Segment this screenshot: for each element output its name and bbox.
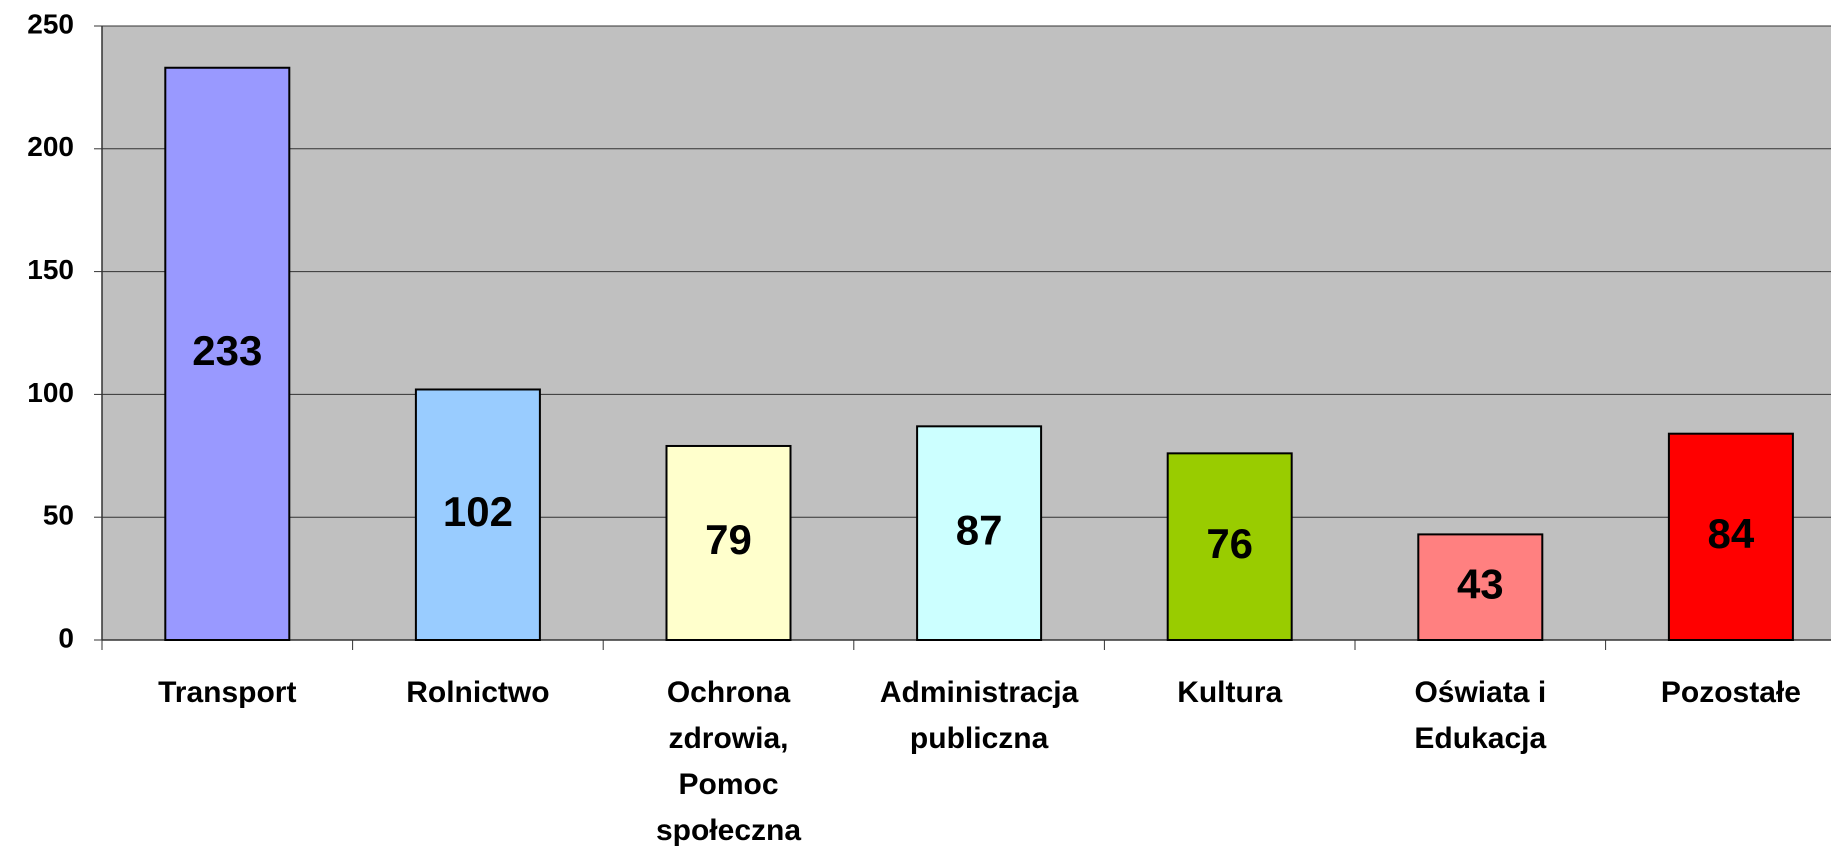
x-tick-label: Pozostałe [1660, 676, 1801, 709]
bar [665, 444, 792, 642]
data-label: 87 [956, 506, 1003, 553]
x-tick-label: Ochrona zdrowia, Pomoc społeczna [655, 676, 802, 847]
data-label: 84 [1708, 510, 1755, 557]
x-tick-label: Rolnictwo [406, 676, 550, 709]
y-tick-label: 0 [58, 622, 74, 653]
y-tick-label: 100 [27, 377, 74, 408]
y-tick-label: 250 [27, 8, 74, 39]
data-label: 102 [443, 488, 513, 535]
bar [916, 425, 1043, 641]
y-tick-label: 50 [43, 500, 74, 531]
bar [164, 66, 291, 641]
x-tick-label: Transport [158, 676, 297, 709]
x-tick-label: Oświata i Edukacja [1414, 676, 1547, 755]
x-tick-label: Administracja publiczna [879, 676, 1079, 755]
data-label: 233 [192, 327, 262, 374]
data-label: 43 [1457, 560, 1504, 607]
bar [414, 388, 541, 641]
x-tick-label: Kultura [1177, 676, 1283, 709]
bar [1417, 533, 1544, 642]
data-label: 76 [1206, 520, 1253, 567]
data-label: 79 [705, 516, 752, 563]
bar [1166, 452, 1293, 641]
bar [1667, 432, 1794, 642]
y-tick-label: 150 [27, 254, 74, 285]
y-tick-label: 200 [27, 131, 74, 162]
